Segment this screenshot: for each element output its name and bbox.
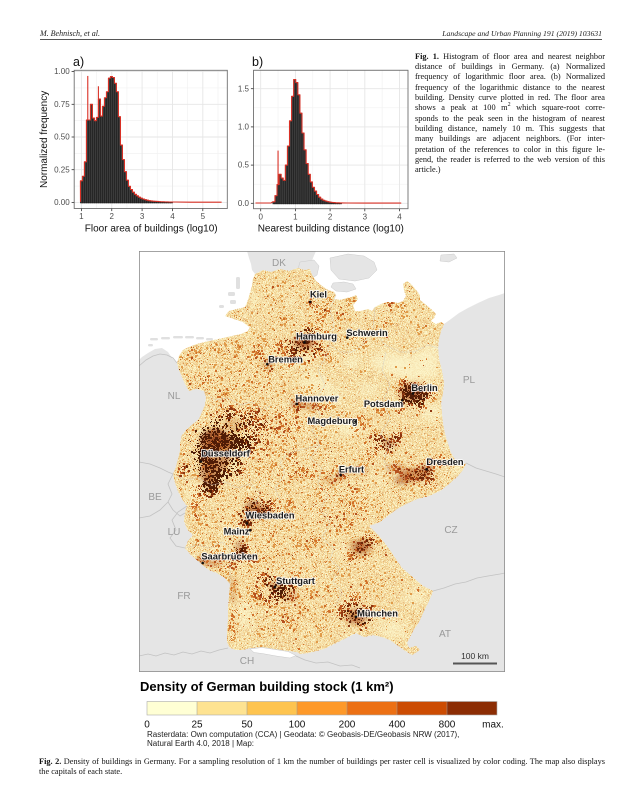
svg-text:2: 2 [328, 212, 333, 221]
svg-text:Berlin: Berlin [411, 383, 438, 393]
svg-text:Stuttgart: Stuttgart [276, 576, 315, 586]
svg-text:100 km: 100 km [461, 651, 489, 661]
svg-text:CH: CH [240, 656, 254, 667]
svg-text:1.0: 1.0 [238, 123, 250, 132]
svg-text:Saarbrücken: Saarbrücken [201, 552, 258, 562]
svg-text:AT: AT [439, 629, 451, 640]
svg-text:1: 1 [79, 212, 84, 221]
svg-text:Wiesbaden: Wiesbaden [246, 511, 295, 521]
svg-text:0.5: 0.5 [238, 161, 250, 170]
svg-text:CZ: CZ [444, 525, 457, 536]
svg-text:0: 0 [258, 212, 263, 221]
svg-text:LU: LU [168, 527, 181, 538]
svg-text:Schwerin: Schwerin [346, 328, 388, 338]
svg-text:4: 4 [397, 212, 402, 221]
svg-text:Düsseldorf: Düsseldorf [201, 449, 250, 459]
svg-text:200: 200 [339, 720, 356, 731]
svg-text:Bremen: Bremen [268, 355, 303, 365]
svg-text:Nearest building distance (log: Nearest building distance (log10) [258, 224, 404, 235]
svg-text:0.25: 0.25 [54, 165, 70, 174]
svg-text:Dresden: Dresden [426, 457, 464, 467]
svg-text:a): a) [73, 55, 84, 69]
svg-text:3: 3 [140, 212, 145, 221]
svg-text:max.: max. [482, 720, 504, 731]
svg-text:4: 4 [170, 212, 175, 221]
svg-text:25: 25 [191, 720, 203, 731]
svg-text:BE: BE [148, 492, 162, 503]
svg-text:2: 2 [110, 212, 115, 221]
svg-text:0.50: 0.50 [54, 133, 70, 142]
svg-text:Mainz: Mainz [224, 527, 250, 537]
svg-text:3: 3 [363, 212, 368, 221]
svg-text:PL: PL [463, 375, 476, 386]
svg-text:NL: NL [168, 391, 181, 402]
svg-text:0: 0 [144, 720, 150, 731]
svg-text:0.75: 0.75 [54, 100, 70, 109]
svg-text:50: 50 [241, 720, 253, 731]
svg-text:1.5: 1.5 [238, 84, 250, 93]
svg-text:DK: DK [272, 258, 286, 269]
svg-text:Erfurt: Erfurt [339, 465, 364, 475]
svg-text:0.0: 0.0 [238, 199, 250, 208]
svg-text:5: 5 [201, 212, 206, 221]
svg-text:Kiel: Kiel [310, 290, 327, 300]
svg-text:0.00: 0.00 [54, 198, 70, 207]
svg-text:1: 1 [293, 212, 298, 221]
svg-text:Potsdam: Potsdam [364, 399, 403, 409]
svg-text:FR: FR [177, 591, 190, 602]
svg-text:100: 100 [289, 720, 306, 731]
svg-text:Normalized frequency: Normalized frequency [39, 91, 50, 188]
svg-text:München: München [357, 609, 398, 619]
svg-text:Magdeburg: Magdeburg [307, 416, 357, 426]
svg-text:Hamburg: Hamburg [296, 332, 337, 342]
svg-text:b): b) [252, 55, 263, 69]
svg-text:800: 800 [439, 720, 456, 731]
svg-text:Hannover: Hannover [296, 394, 339, 404]
svg-text:1.00: 1.00 [54, 67, 70, 76]
svg-text:400: 400 [389, 720, 406, 731]
svg-text:Floor area of buildings (log10: Floor area of buildings (log10) [85, 224, 218, 235]
